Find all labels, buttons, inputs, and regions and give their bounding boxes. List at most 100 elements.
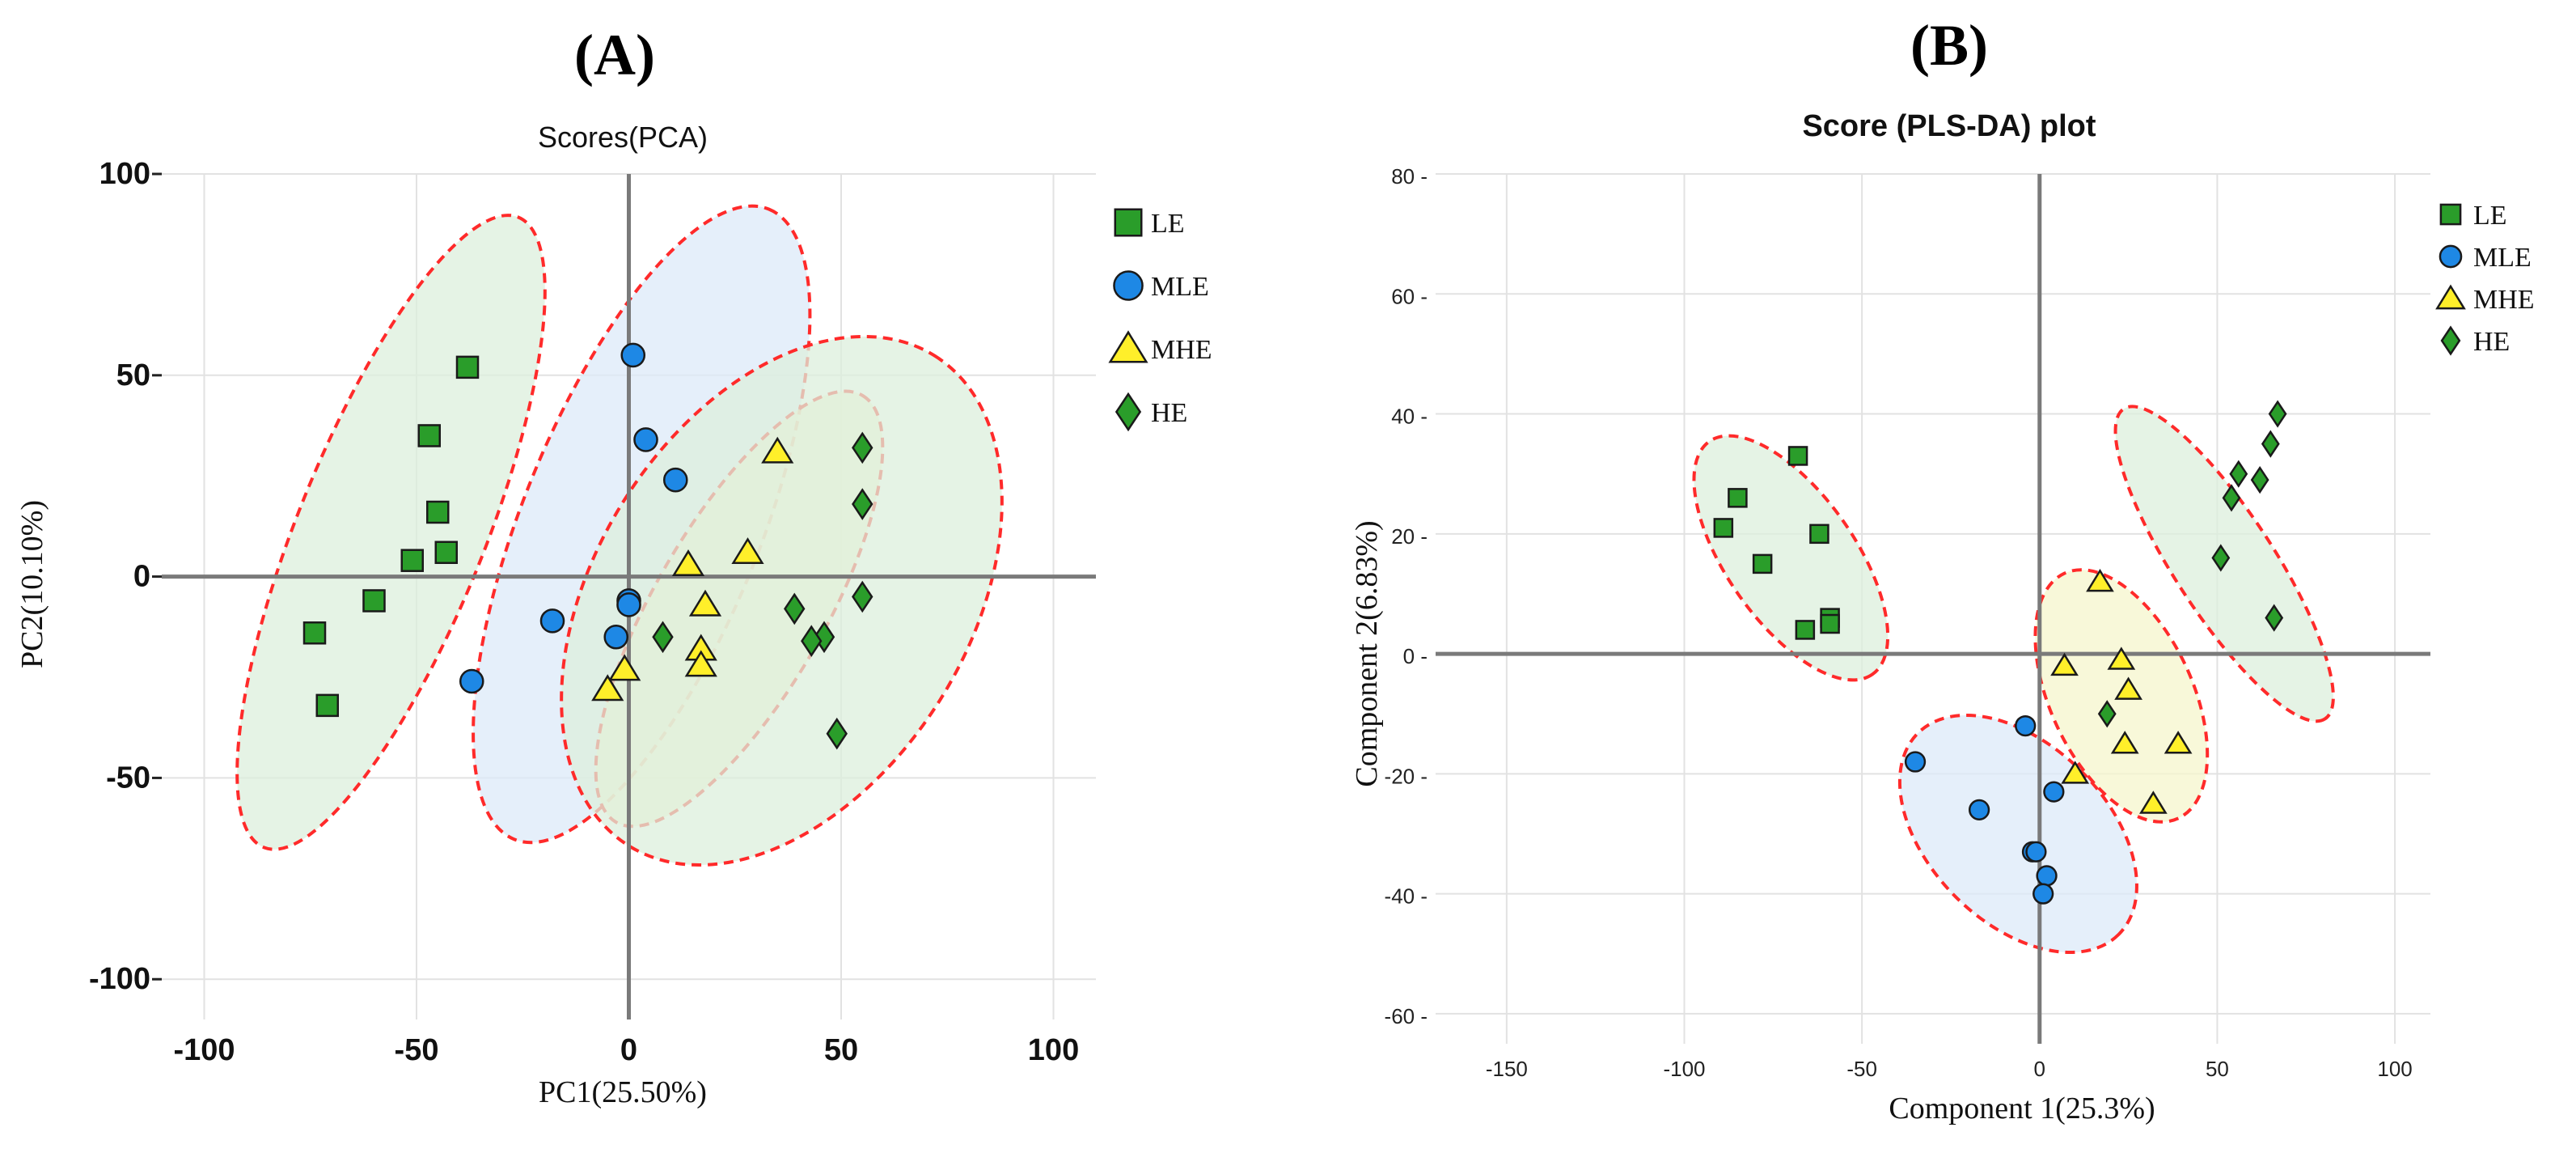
panel-a-point-le (302, 621, 327, 645)
panel-a-point-mhe (731, 537, 764, 565)
panel-a-point-le (400, 549, 424, 572)
panel-a-point-mle (616, 592, 641, 617)
panel-b-point-mhe (2114, 676, 2142, 700)
panel-b-ylabel: Component 2(6.83%) (1350, 520, 1384, 786)
panel-a-ytick-label: -100 (89, 962, 150, 996)
panel-a-legend-label-mhe: MHE (1151, 335, 1212, 365)
panel-a-point-he (852, 431, 873, 464)
panel-a-point-he (813, 621, 835, 654)
panel-b-point-le (1752, 553, 1773, 574)
panel-b-point-le (1795, 620, 1816, 640)
panel-a-point-le (434, 540, 458, 565)
panel-b-point-mle (2036, 865, 2058, 887)
panel-b-point-mhe (2139, 791, 2168, 814)
panel-b-point-le (1728, 488, 1748, 508)
panel-b-legend-marker-le (2439, 203, 2462, 226)
panel-b-point-mle (1968, 799, 1990, 820)
panel-b-legend-label-le: LE (2473, 201, 2507, 231)
panel-b-point-le (1809, 524, 1829, 545)
panel-b-xlabel: Component 1(25.3%) (1889, 1092, 2155, 1125)
panel-a-point-he (826, 717, 848, 750)
panel-a-xtick-label: -100 (173, 1033, 235, 1067)
panel-a-legend-label-he: HE (1151, 398, 1187, 428)
panel-b-legend-label-mhe: MHE (2473, 285, 2535, 315)
panel-b-ytick-label: 80 - (1391, 164, 1428, 189)
panel-a-point-he (652, 621, 674, 654)
panel-a-point-he (852, 488, 873, 520)
panel-a-legend-marker-he (1115, 392, 1142, 432)
panel-b-point-he (2261, 430, 2280, 458)
panel-a-ytick-label: -50 (106, 761, 150, 795)
panel-a-point-mle (603, 624, 629, 650)
panel-b-ytick-label: 0 - (1403, 644, 1428, 668)
panel-a-point-mle (662, 467, 688, 493)
panel-b-point-he (2229, 460, 2248, 488)
panel-b-legend-label-mle: MLE (2473, 243, 2532, 273)
panel-a-point-he (852, 580, 873, 613)
panel-a-ylabel: PC2(10.10%) (15, 500, 49, 668)
panel-b-ytick-label: -40 - (1385, 884, 1428, 909)
panel-b-legend-label-he: HE (2473, 327, 2510, 357)
panel-b-point-mhe (2061, 761, 2090, 784)
panel-b-point-mle (2025, 841, 2047, 863)
panel-a-point-mhe (671, 549, 705, 576)
panel-a-label: (A) (574, 23, 655, 87)
panel-a-xtick-label: 0 (620, 1033, 637, 1067)
panel-a-title: Scores(PCA) (538, 121, 708, 154)
panel-a-point-mle (459, 668, 484, 694)
panel-a-point-mle (633, 427, 658, 452)
panel-b-ytick-label: -60 - (1385, 1004, 1428, 1028)
panel-a-xlabel: PC1(25.50%) (539, 1075, 707, 1109)
panel-a-point-mhe (608, 654, 641, 681)
panel-a-point-le (315, 693, 339, 718)
panel-a-point-mhe (684, 650, 717, 677)
panel-b-point-mle (1904, 751, 1927, 773)
panel-a-ytick-label: 0 (133, 560, 150, 594)
panel-b-xtick-label: 0 (2034, 1057, 2045, 1081)
panel-b-ytick-label: 60 - (1391, 284, 1428, 308)
panel-a-legend-marker-mhe (1108, 330, 1148, 363)
panel-b-ytick-label: -20 - (1385, 764, 1428, 788)
panel-a-legend-marker-mle (1113, 270, 1144, 301)
panel-a-point-le (455, 355, 480, 379)
panel-b-ytick-label: 20 - (1391, 524, 1428, 549)
panel-b-title: Score (PLS-DA) plot (1802, 109, 2096, 143)
panel-b-legend-marker-he (2440, 325, 2461, 356)
panel-b-label: (B) (1910, 13, 1988, 78)
panel-b-point-mhe (2107, 646, 2136, 670)
panel-b-point-he (2250, 465, 2269, 494)
panel-b-point-he (2222, 484, 2241, 512)
panel-a-point-mle (539, 608, 565, 634)
panel-b-point-mle (2043, 781, 2065, 803)
panel-b-point-mhe (2086, 568, 2114, 592)
panel-b-point-he (2268, 400, 2287, 428)
panel-b-legend-marker-mle (2439, 244, 2463, 269)
panel-a-point-mhe (761, 436, 794, 464)
panel-b-point-he (2211, 544, 2231, 572)
panel-a-xtick-label: 50 (824, 1033, 858, 1067)
panel-b-point-he (2265, 604, 2284, 632)
panel-b-xtick-label: -100 (1663, 1057, 1705, 1081)
panel-a-point-mle (620, 342, 646, 368)
panel-a-point-he (784, 592, 806, 625)
panel-b-plot: -150 -100 -50 0 50 100 -60 - -40 - -20 - 0 - 20 - 4… (1385, 164, 2535, 1081)
panel-b-point-mle (2032, 883, 2054, 905)
panel-a-legend-label-mle: MLE (1151, 272, 1209, 302)
panel-a-ytick-label: 50 (116, 358, 150, 392)
panel-a-plot: -100 -50 0 50 100 -100 -50 0 50 100 LE MLE MHE HE (89, 157, 1212, 1067)
panel-b-point-mhe (2164, 731, 2193, 754)
panel-b-point-le (1820, 613, 1840, 634)
panel-a-point-le (362, 589, 386, 613)
panel-b-point-mhe (2110, 731, 2139, 754)
panel-b-xtick-label: -50 (1846, 1057, 1877, 1081)
panel-a-ytick-label: 100 (99, 157, 150, 191)
panel-b-point-he (2097, 700, 2117, 728)
panel-a-xtick-label: 100 (1028, 1033, 1079, 1067)
panel-b-point-le (1787, 446, 1808, 466)
panel-a-point-le (417, 424, 441, 447)
panel-b-point-mle (2015, 714, 2037, 737)
panel-a-legend-marker-le (1114, 208, 1143, 237)
panel-a-xtick-label: -50 (395, 1033, 439, 1067)
panel-b-xtick-label: 50 (2206, 1057, 2229, 1081)
